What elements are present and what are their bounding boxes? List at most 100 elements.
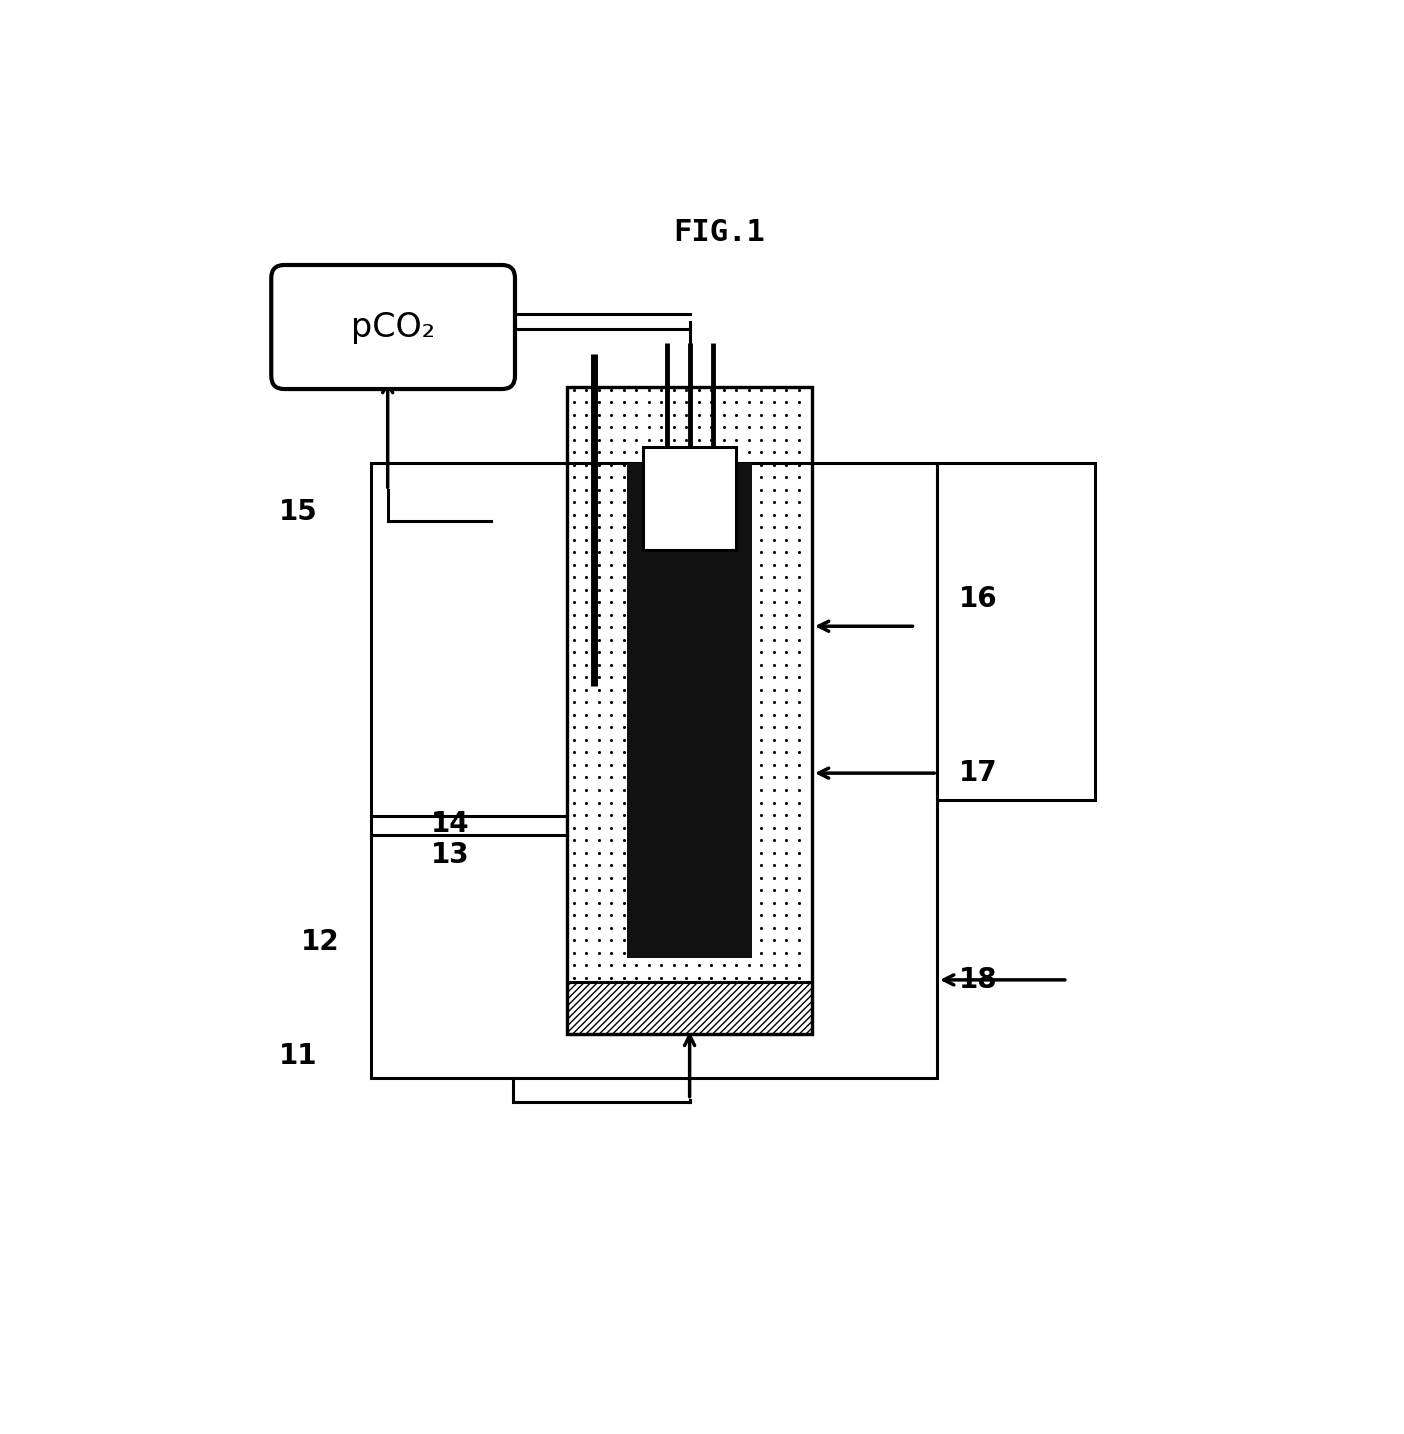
Point [688, 967, 710, 989]
Point [563, 792, 585, 815]
Point [600, 691, 622, 714]
Point [600, 566, 622, 589]
Point [563, 678, 585, 701]
Point [788, 665, 810, 688]
Point [637, 440, 660, 463]
Point [762, 390, 785, 413]
Point [576, 967, 598, 989]
Point [750, 779, 772, 802]
Point [663, 440, 685, 463]
Bar [567, 982, 812, 1034]
Point [788, 390, 810, 413]
Point [762, 453, 785, 476]
Point [612, 528, 635, 551]
Point [775, 691, 797, 714]
Point [775, 503, 797, 526]
Point [600, 929, 622, 952]
Point [625, 416, 647, 439]
Point [587, 866, 609, 889]
Point [775, 440, 797, 463]
Point [788, 379, 810, 402]
Point [737, 379, 760, 402]
Point [762, 654, 785, 677]
Point [726, 403, 748, 426]
Point [600, 503, 622, 526]
Point [650, 403, 673, 426]
Point [775, 954, 797, 977]
Point [788, 641, 810, 664]
Point [675, 967, 698, 989]
Point [587, 641, 609, 664]
Point [600, 604, 622, 627]
Point [587, 665, 609, 688]
Point [612, 779, 635, 802]
Point [788, 891, 810, 913]
Point [762, 403, 785, 426]
Point [576, 379, 598, 402]
Point [775, 390, 797, 413]
Point [775, 941, 797, 964]
Point [775, 704, 797, 727]
Point [563, 829, 585, 852]
Point [587, 929, 609, 952]
Point [563, 891, 585, 913]
Point [637, 967, 660, 989]
Point [563, 704, 585, 727]
Point [576, 516, 598, 539]
Point [612, 929, 635, 952]
Point [663, 954, 685, 977]
Point [576, 741, 598, 764]
Point [637, 403, 660, 426]
Point [762, 490, 785, 513]
Point [775, 891, 797, 913]
Point [563, 853, 585, 876]
Point [612, 466, 635, 489]
Point [576, 929, 598, 952]
Point [563, 779, 585, 802]
Point [587, 628, 609, 651]
Point [600, 628, 622, 651]
Point [576, 903, 598, 926]
Point [563, 903, 585, 926]
Point [587, 816, 609, 839]
Point [600, 916, 622, 939]
Point [600, 466, 622, 489]
Point [563, 554, 585, 576]
Point [576, 503, 598, 526]
Point [576, 954, 598, 977]
Point [576, 853, 598, 876]
Point [587, 903, 609, 926]
Point [762, 792, 785, 815]
Point [713, 416, 736, 439]
Point [576, 429, 598, 452]
Point [563, 615, 585, 638]
Point [788, 453, 810, 476]
Text: FIG.1: FIG.1 [674, 218, 765, 247]
Point [750, 429, 772, 452]
Point [788, 628, 810, 651]
Point [600, 554, 622, 576]
Point [600, 716, 622, 739]
Point [587, 390, 609, 413]
Point [563, 916, 585, 939]
Point [775, 728, 797, 751]
Point [750, 842, 772, 865]
Point [612, 604, 635, 627]
Point [576, 541, 598, 564]
Point [737, 954, 760, 977]
Point [788, 429, 810, 452]
Point [612, 879, 635, 902]
Point [775, 379, 797, 402]
Point [762, 541, 785, 564]
Point [788, 779, 810, 802]
Point [750, 829, 772, 852]
Point [587, 803, 609, 826]
Point [762, 816, 785, 839]
Point [587, 440, 609, 463]
Point [563, 741, 585, 764]
Point [675, 379, 698, 402]
Point [675, 390, 698, 413]
Point [713, 390, 736, 413]
Point [612, 403, 635, 426]
Bar [628, 463, 753, 958]
